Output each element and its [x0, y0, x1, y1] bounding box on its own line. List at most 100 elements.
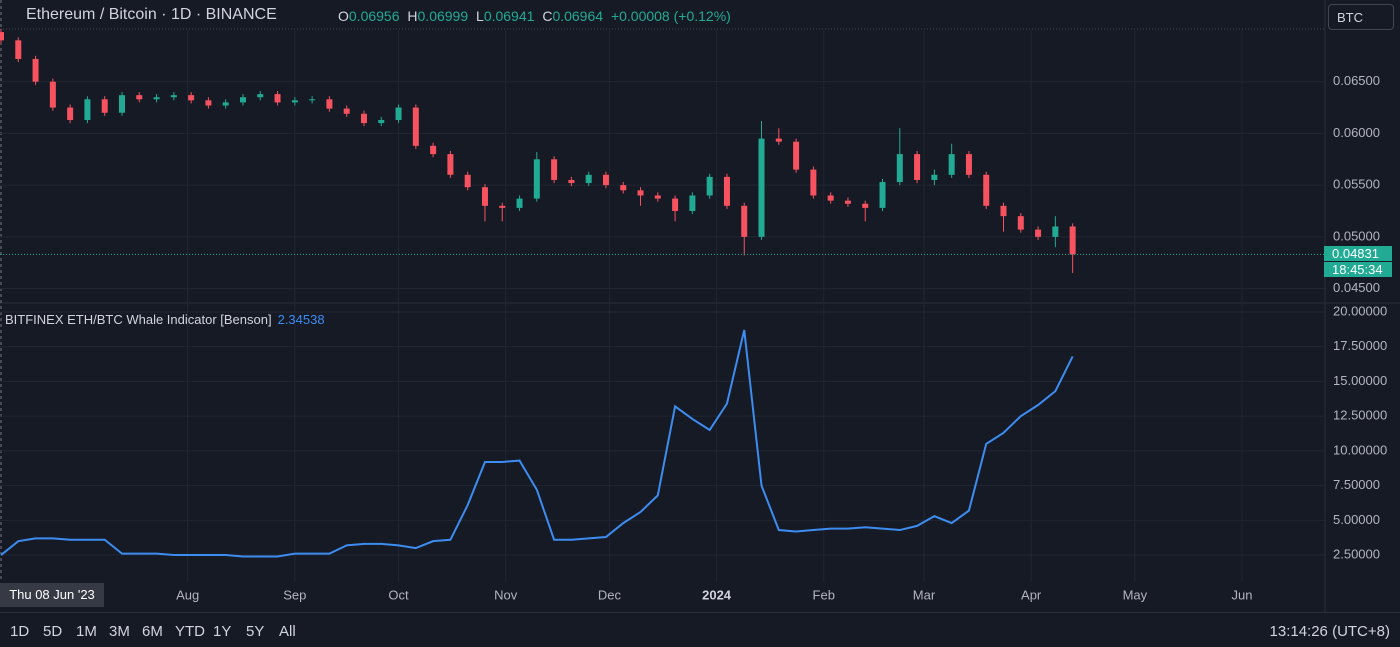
candle-body	[810, 169, 817, 196]
candle-body	[0, 32, 4, 41]
bottom-toolbar: 13:14:26 (UTC+8) 1D 5D 1M 3M 6M YTD 1Y 5Y All	[0, 612, 1400, 647]
candle-body	[1069, 226, 1076, 255]
candle-body	[101, 99, 108, 113]
candle-body	[1035, 229, 1042, 237]
candle-body	[464, 174, 471, 188]
y-tick-label: 0.04500	[1333, 280, 1380, 295]
candle-body	[931, 174, 938, 180]
y-tick-label: 0.05000	[1333, 228, 1380, 243]
range-button[interactable]: 3M	[109, 623, 130, 640]
candle-body	[775, 138, 782, 142]
candle-body	[481, 187, 488, 206]
candle-body	[170, 95, 177, 98]
candle-body	[723, 176, 730, 206]
crosshair-date: Thu 08 Jun '23	[0, 583, 104, 607]
indicator-legend: BITFINEX ETH/BTC Whale Indicator [Benson…	[5, 312, 325, 327]
y-tick-label: 20.00000	[1333, 303, 1387, 318]
x-tick-label: Feb	[813, 587, 835, 602]
ohlc-value: 0.06956	[348, 8, 400, 24]
y-tick-label: 5.00000	[1333, 512, 1380, 527]
range-button[interactable]: 1D	[10, 623, 30, 640]
currency-select[interactable]: BTC	[1328, 4, 1394, 30]
ohlc-key: L	[476, 8, 484, 24]
candle-body	[205, 100, 212, 106]
range-button[interactable]: All	[279, 623, 296, 640]
candle-body	[257, 94, 264, 98]
x-tick-label: Jun	[1232, 587, 1253, 602]
x-tick-label: May	[1123, 587, 1148, 602]
candle-body	[222, 102, 229, 106]
y-tick-label: 0.06000	[1333, 125, 1380, 140]
range-button[interactable]: 6M	[142, 623, 163, 640]
candle-body	[326, 99, 333, 109]
y-tick-label: 0.06500	[1333, 73, 1380, 88]
ohlc-value: 0.06941	[483, 8, 535, 24]
x-tick-label: Mar	[913, 587, 936, 602]
candle-body	[291, 100, 298, 103]
candle-body	[360, 113, 367, 124]
y-tick-label: 17.50000	[1333, 338, 1387, 353]
ohlc-value: 0.06999	[417, 8, 469, 24]
symbol-title[interactable]: Ethereum / Bitcoin · 1D · BINANCE	[26, 6, 277, 23]
candle-body	[689, 195, 696, 211]
candle-body	[844, 200, 851, 204]
candle-body	[378, 119, 385, 124]
candle-body	[862, 203, 869, 208]
y-tick-label: 0.05500	[1333, 177, 1380, 192]
candle-body	[793, 141, 800, 170]
candle-body	[585, 174, 592, 184]
indicator-title: BITFINEX ETH/BTC Whale Indicator [Benson…	[5, 312, 272, 327]
range-button[interactable]: 1Y	[213, 623, 232, 640]
candle-body	[602, 174, 609, 186]
ohlc-key: H	[407, 8, 418, 24]
ohlc-legend: O0.06956 H0.06999 L0.06941 C0.06964 +0.0…	[338, 8, 735, 24]
candle-body	[499, 205, 506, 208]
candle-body	[637, 190, 644, 196]
y-tick-label: 2.50000	[1333, 546, 1380, 561]
indicator-value: 2.34538	[277, 312, 325, 327]
candle-body	[516, 198, 523, 208]
candle-body	[948, 154, 955, 175]
candle-body	[758, 138, 765, 237]
candle-body	[447, 154, 454, 175]
candle-body	[1052, 226, 1059, 237]
range-button[interactable]: 5Y	[246, 623, 265, 640]
candle-body	[309, 99, 316, 101]
candle-body	[118, 95, 125, 113]
y-tick-label: 10.00000	[1333, 442, 1387, 457]
x-tick-label: Apr	[1021, 587, 1042, 602]
range-button[interactable]: 1M	[76, 623, 97, 640]
candle-body	[430, 145, 437, 155]
candle-body	[654, 195, 661, 199]
candle-body	[32, 58, 39, 82]
range-button[interactable]: YTD	[175, 623, 205, 640]
candle-body	[551, 159, 558, 180]
change: +0.00008 (+0.12%)	[610, 8, 731, 24]
x-tick-label: Aug	[176, 587, 199, 602]
y-tick-label: 12.50000	[1333, 408, 1387, 423]
y-tick-label: 15.00000	[1333, 373, 1387, 388]
candle-body	[672, 198, 679, 211]
candle-body	[412, 107, 419, 146]
y-tick-label: 7.50000	[1333, 477, 1380, 492]
x-tick-label: Oct	[388, 587, 409, 602]
candle-body	[741, 205, 748, 237]
candle-body	[914, 154, 921, 180]
x-tick-label: 2024	[702, 587, 732, 602]
x-tick-label: Sep	[283, 587, 306, 602]
indicator-line	[0, 329, 1074, 558]
candle-body	[343, 108, 350, 114]
clock: 13:14:26 (UTC+8)	[1269, 623, 1390, 640]
candle-body	[67, 107, 74, 120]
candle-body	[395, 107, 402, 120]
x-tick-label: Dec	[598, 587, 622, 602]
candle-body	[239, 97, 246, 103]
candle-body	[136, 95, 143, 100]
x-tick-label: Nov	[494, 587, 518, 602]
candle-body	[568, 179, 575, 184]
last-price: 0.04831	[1324, 246, 1392, 262]
range-button[interactable]: 5D	[43, 623, 63, 640]
ohlc-key: O	[338, 8, 349, 24]
countdown: 18:45:34	[1324, 262, 1392, 278]
